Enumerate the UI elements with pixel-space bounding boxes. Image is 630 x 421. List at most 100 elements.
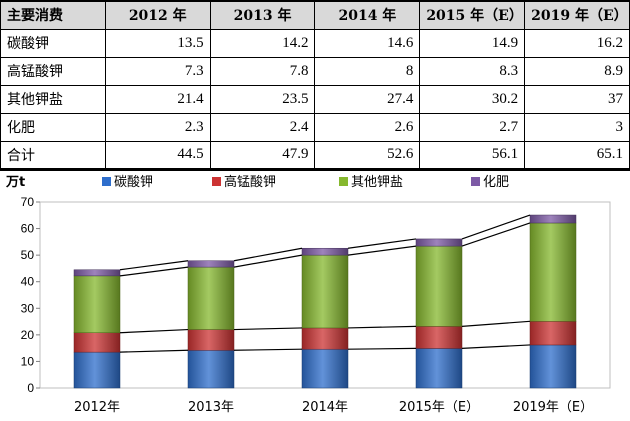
table-row: 其他钾盐 21.4 23.5 27.4 30.2 37 [0,84,630,114]
bar-segment [301,348,349,389]
bar-segment [415,238,463,247]
table-cell: 21.4 [104,84,211,114]
table-cell: 27.4 [314,84,421,114]
row-label: 碳酸钾 [0,28,106,58]
series-connector-line [233,247,303,262]
bar-segment [415,326,463,349]
x-tick-label: 2019年（E） [513,400,593,415]
y-tick-label: 20 [21,328,35,342]
bar-segment [415,245,463,327]
row-label: 合计 [0,140,106,171]
x-tick-label: 2015年（E） [399,400,479,415]
series-connector-line [119,328,189,334]
column-header: 2014 年 [314,0,421,30]
column-header: 2012 年 [104,0,211,30]
series-connector-line [119,260,189,271]
y-tick-label: 30 [21,301,35,315]
table-cell: 7.3 [104,56,211,86]
row-label: 高锰酸钾 [0,56,106,86]
legend-label: 化肥 [483,175,509,190]
y-tick-label: 70 [21,195,35,209]
table-cell: 16.2 [524,28,630,58]
table-row-total: 合计 44.5 47.9 52.6 56.1 65.1 [0,140,630,171]
table-cell: 14.2 [209,28,316,58]
series-connector-line [461,320,531,327]
bar-segment [187,266,235,330]
series-connector-line [347,245,417,256]
table-cell: 14.6 [314,28,421,58]
series-connector-line [119,266,189,277]
table-cell: 44.5 [104,140,211,171]
table-cell: 8 [314,56,421,86]
legend-swatch [102,177,111,186]
series-connector-line [461,214,531,240]
bar-segment [187,260,235,268]
series-connector-line [347,325,417,329]
y-tick-label: 40 [21,275,35,289]
consumption-table: 主要消费 2012 年 2013 年 2014 年 2015 年（E） 2019… [0,0,630,171]
table-cell: 2.6 [314,112,421,142]
bar-segment [529,214,577,224]
table-cell: 56.1 [419,140,526,171]
bar-segment [73,275,121,333]
legend-label: 碳酸钾 [114,175,153,190]
table-header-row: 主要消费 2012 年 2013 年 2014 年 2015 年（E） 2019… [0,0,630,30]
table-cell: 37 [524,84,630,114]
bar-segment [529,321,577,346]
series-connector-line [233,327,303,331]
series-connector-line [233,348,303,351]
chart-container: 0 10 20 30 40 50 60 70 万t 碳酸钾 高锰酸钾 其他钾盐 化肥 2012年 2013年… [0,168,630,421]
row-label: 其他钾盐 [0,84,106,114]
stacked-bar-chart: 0 10 20 30 40 50 60 70 万t 碳酸钾 高锰酸钾 其他钾盐 化肥 2012年 2013年… [5,174,611,415]
table-cell: 2.3 [104,112,211,142]
bar-segment [73,269,121,277]
bar-segment [301,327,349,350]
column-header: 2015 年（E） [419,0,526,30]
legend-swatch [339,177,348,186]
legend-swatch [471,177,480,186]
x-tick-label: 2012年 [74,400,120,415]
series-connector-line [461,344,531,350]
series-connector-line [461,222,531,247]
table-cell: 14.9 [419,28,526,58]
series-connector-line [347,347,417,350]
bar-segment [187,350,235,389]
bar-segment [529,222,577,322]
table-cell: 23.5 [209,84,316,114]
row-label: 化肥 [0,112,106,142]
x-tick-label: 2013年 [188,400,234,415]
header-label: 主要消费 [0,0,106,30]
y-tick-label: 50 [21,248,35,262]
table-cell: 8.3 [419,56,526,86]
legend-swatch [212,177,221,186]
series-connector-line [233,254,303,268]
table-cell: 65.1 [524,140,630,171]
bar-segment [73,332,121,353]
y-tick-label: 0 [27,381,34,395]
column-header: 2019 年（E） [524,0,630,30]
table-cell: 8.9 [524,56,630,86]
bar-segment [529,344,577,389]
table-cell: 47.9 [209,140,316,171]
bar-segment [415,348,463,389]
table-cell: 3 [524,112,630,142]
y-tick-label: 60 [21,222,35,236]
table-cell: 7.8 [209,56,316,86]
bar-segment [301,254,349,329]
table-cell: 2.7 [419,112,526,142]
table-cell: 13.5 [104,28,211,58]
table-cell: 52.6 [314,140,421,171]
table-row: 高锰酸钾 7.3 7.8 8 8.3 8.9 [0,56,630,86]
bar-segment [73,351,121,389]
y-tick-label: 10 [21,354,35,368]
table-row: 碳酸钾 13.5 14.2 14.6 14.9 16.2 [0,28,630,58]
legend-label: 其他钾盐 [351,175,403,190]
table-cell: 30.2 [419,84,526,114]
table-cell: 2.4 [209,112,316,142]
x-tick-label: 2014年 [302,400,348,415]
column-header: 2013 年 [209,0,316,30]
table-row: 化肥 2.3 2.4 2.6 2.7 3 [0,112,630,142]
series-connector-line [119,349,189,353]
series-connector-line [347,238,417,249]
bar-segment [301,247,349,256]
